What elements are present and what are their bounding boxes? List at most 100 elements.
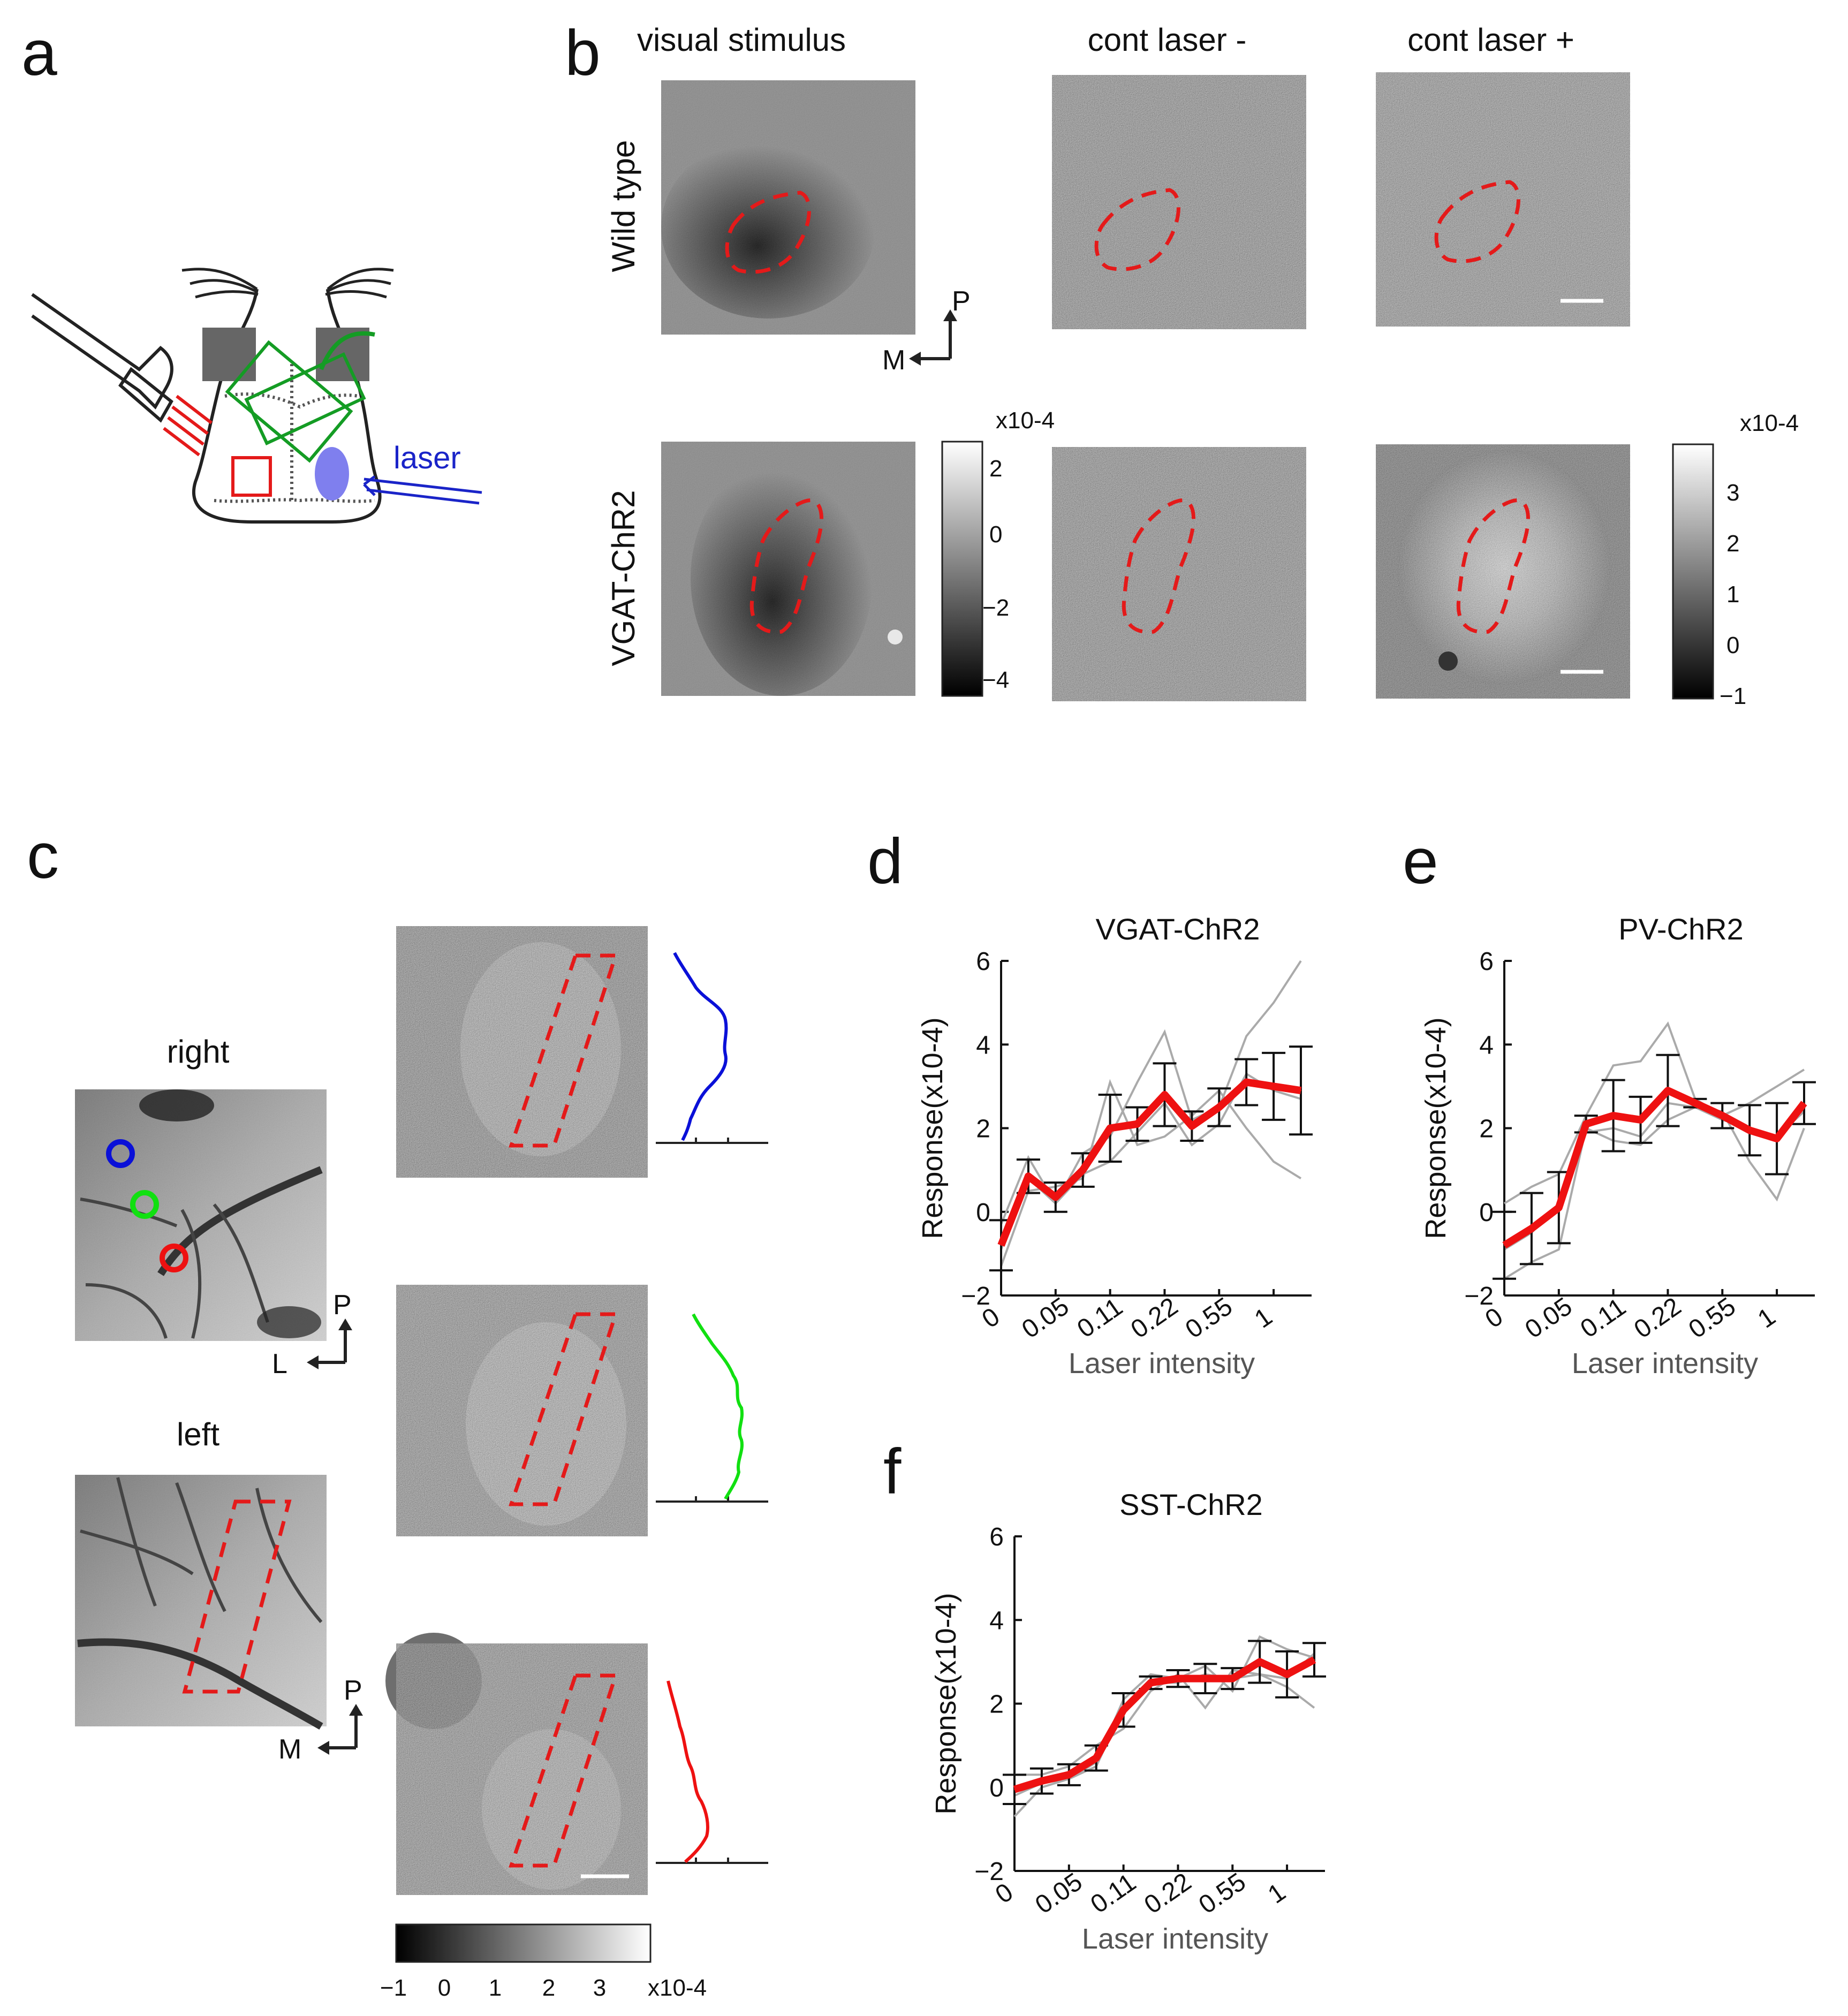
mean-point [1232, 1678, 1233, 1679]
image-vgat-visual [661, 442, 915, 696]
x-tick-label: 0.11 [1576, 1293, 1631, 1344]
mean-point [1191, 1125, 1193, 1127]
colorbar-tick: −1 [1720, 683, 1746, 709]
y-axis-label: Response(x10-4) [917, 1017, 949, 1239]
mean-point [1055, 1196, 1056, 1198]
panel-a-diagram: laser [31, 268, 482, 524]
x-tick-label: 1 [1249, 1302, 1277, 1334]
eye-left [202, 328, 256, 381]
mouse-head-outline [192, 289, 382, 524]
individual-trace [1000, 1072, 1301, 1250]
x-tick-label: 1 [1753, 1302, 1781, 1334]
orientation-M: M [882, 345, 905, 376]
orientation-M: M [278, 1734, 301, 1765]
mean-point [1177, 1678, 1179, 1679]
image-wt-laser-on [1376, 72, 1630, 327]
mean-point [1749, 1130, 1751, 1131]
chart-title: PV-ChR2 [1618, 912, 1743, 946]
y-tick-label: 2 [1479, 1115, 1494, 1143]
y-tick-label: 4 [989, 1606, 1004, 1635]
roi-outline [1434, 180, 1520, 263]
colorbar-exponent: x10-4 [648, 1975, 707, 2001]
mean-line [1502, 1087, 1807, 1249]
x-tick-label: 0 [977, 1302, 1005, 1334]
column-header-visual-stimulus: visual stimulus [637, 22, 846, 58]
laser-spot [315, 447, 349, 501]
camera-cable [31, 293, 173, 410]
mean-point [1585, 1123, 1587, 1125]
y-tick-label: 0 [1479, 1199, 1494, 1227]
individual-trace [1000, 1079, 1302, 1267]
image-wt-visual [661, 80, 915, 335]
vessel-image-left [75, 1475, 327, 1730]
x-tick-label: 0.55 [1684, 1292, 1741, 1344]
orientation-L: L [272, 1348, 287, 1380]
roi-outline [1094, 188, 1180, 271]
mean-point [1150, 1682, 1152, 1684]
suture-line [224, 392, 359, 409]
x-tick-label: 0.05 [1017, 1292, 1074, 1344]
camera-body [118, 367, 173, 423]
mean-point [1667, 1090, 1669, 1092]
roi-strip [509, 1312, 618, 1506]
roi-strip [509, 1673, 618, 1868]
colorbar-exponent: x10-4 [996, 407, 1055, 434]
visual-stimulus-lines [163, 395, 213, 457]
mean-point [1722, 1115, 1723, 1117]
row-label-wild-type: Wild type [605, 140, 641, 272]
x-tick-label: 0.11 [1072, 1293, 1128, 1344]
colorbar-exponent: x10-4 [1740, 410, 1799, 436]
label-right: right [167, 1034, 230, 1070]
colorbar-tick: −1 [380, 1975, 407, 2001]
mean-point [1123, 1709, 1124, 1711]
y-tick-label: 4 [1479, 1031, 1494, 1059]
mean-point [1504, 1245, 1505, 1246]
mean-point [1001, 1245, 1002, 1246]
x-axis-label: Laser intensity [1572, 1347, 1758, 1380]
x-tick-label: 0.05 [1030, 1868, 1087, 1920]
colorbar-tick: 0 [989, 521, 1002, 548]
colorbar-tick: 0 [438, 1975, 451, 2001]
x-tick-label: 0 [990, 1878, 1018, 1909]
row-label-vgat-chr2: VGAT-ChR2 [605, 490, 641, 666]
y-tick-label: −2 [1464, 1282, 1494, 1310]
imaging-window-2 [244, 352, 366, 446]
panel-b: visual stimulus cont laser - cont laser … [605, 22, 1799, 709]
mean-point [1286, 1673, 1288, 1675]
profile-trace-red [656, 1680, 768, 1864]
y-tick-label: 0 [976, 1199, 990, 1227]
colorbar-tick: 2 [989, 456, 1002, 482]
colorbar-b-right: x10-4 3 2 1 0 −1 [1672, 410, 1799, 709]
mean-point [1137, 1123, 1138, 1125]
colorbar-tick: 1 [489, 1975, 502, 2001]
roi-strip [182, 1499, 292, 1694]
orientation-arrows-c-left: P M [278, 1675, 363, 1765]
laser-label: laser [393, 441, 461, 475]
mean-point [1612, 1115, 1614, 1117]
response-image-3 [385, 1633, 648, 1895]
colorbar-tick: 2 [1726, 530, 1739, 557]
roi-circle-blue [106, 1139, 135, 1168]
y-tick-label: 6 [976, 948, 990, 976]
laser-fiber [363, 475, 482, 505]
response-image-2 [396, 1285, 648, 1536]
mean-point [1068, 1774, 1070, 1776]
x-tick-label: 0.11 [1086, 1868, 1141, 1919]
y-tick-label: 2 [989, 1691, 1004, 1719]
mean-point [1273, 1086, 1275, 1087]
orientation-arrows-c-right: P L [272, 1290, 352, 1380]
mean-point [1095, 1757, 1097, 1759]
mean-point [1804, 1102, 1805, 1104]
orientation-P: P [344, 1675, 362, 1706]
mean-point [1531, 1228, 1532, 1229]
roi-circle-green [130, 1190, 159, 1219]
mean-point [1558, 1207, 1559, 1208]
panel-label-e: e [1403, 825, 1438, 897]
y-tick-label: −2 [974, 1858, 1004, 1886]
mean-line [997, 1078, 1302, 1247]
profile-trace-blue [656, 952, 768, 1144]
panel-label-b: b [565, 17, 601, 89]
